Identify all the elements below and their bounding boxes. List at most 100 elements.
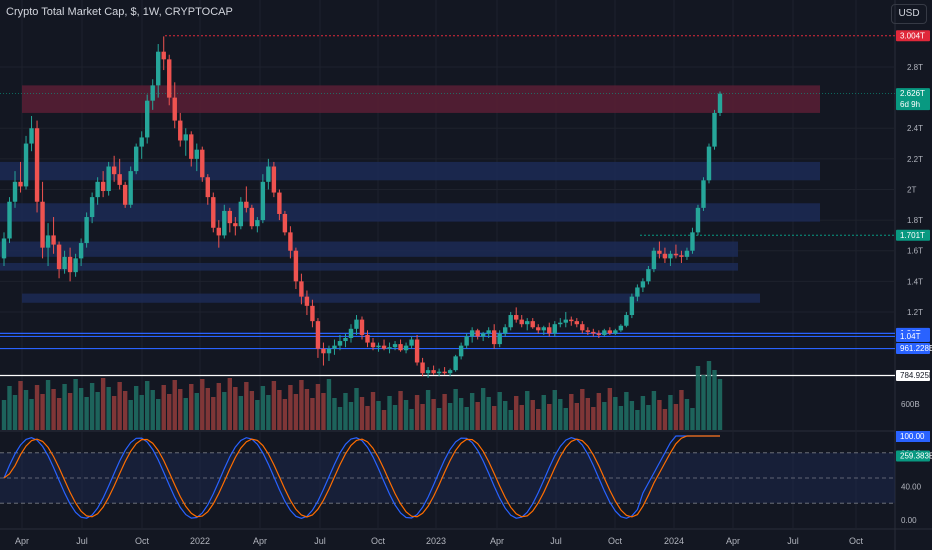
volume-bar: [106, 387, 111, 430]
candle-body: [139, 137, 144, 147]
candle-body: [122, 184, 128, 205]
volume-bar: [183, 398, 188, 430]
candle-body: [167, 59, 172, 98]
candle-body: [277, 192, 282, 214]
volume-bar: [629, 401, 635, 430]
candle-body: [530, 321, 535, 328]
candle-body: [255, 220, 260, 227]
candle-body: [398, 344, 403, 351]
volume-bar: [194, 393, 199, 430]
zone-blue: [0, 203, 820, 222]
price-axis: 2.8T 2.4T 2.2T 2T 1.8T 1.6T 1.4T 1.2T 600B 3.004T…: [896, 30, 932, 462]
volume-bar: [172, 380, 177, 430]
candle-body: [40, 201, 45, 248]
volume-bar: [156, 399, 161, 430]
volume-bar: [337, 407, 343, 430]
volume-bar: [458, 398, 464, 430]
volume-bar: [712, 370, 717, 430]
currency-button[interactable]: USD: [891, 4, 927, 24]
candle-body: [18, 181, 23, 187]
candlesticks: [1, 36, 723, 378]
candle-body: [469, 330, 475, 337]
volume-bar: [326, 379, 332, 430]
volume-bar: [128, 400, 133, 430]
candle-body: [607, 330, 613, 334]
volume-bar: [211, 397, 216, 430]
volume-bar: [117, 382, 122, 430]
candle-body: [475, 330, 480, 337]
candle-body: [640, 281, 646, 288]
volume-bar: [420, 404, 425, 430]
volume-bar: [624, 392, 629, 430]
volume-bar: [343, 393, 348, 430]
volume-bar: [67, 393, 73, 430]
price-tag-label: 259.383B: [900, 452, 932, 461]
candle-body: [365, 334, 370, 343]
volume-bar: [288, 385, 293, 430]
candle-body: [156, 51, 161, 86]
volume-bar: [29, 399, 34, 430]
candle-body: [238, 201, 244, 227]
volume-bar: [255, 400, 260, 430]
volume-bar: [348, 402, 354, 430]
volume-bar: [299, 380, 304, 430]
candle-body: [591, 331, 596, 334]
candle-body: [288, 232, 293, 251]
candle-body: [189, 134, 194, 159]
volume-bar: [618, 406, 624, 430]
candle-body: [508, 315, 513, 328]
candle-body: [690, 232, 695, 251]
volume-bar: [23, 390, 29, 430]
candle-body: [491, 330, 497, 345]
price-tag-bg: [896, 229, 930, 241]
volume-bar: [359, 397, 365, 430]
osc-tick-label: 40.00: [901, 482, 922, 491]
candle-body: [51, 235, 56, 245]
candle-body: [414, 339, 420, 363]
volume-bar: [73, 379, 78, 430]
candle-body: [717, 93, 723, 113]
candle-body: [673, 253, 679, 256]
volume-bar: [315, 384, 321, 430]
candle-body: [503, 327, 508, 334]
candle-body: [95, 181, 100, 198]
candle-body: [464, 336, 469, 346]
volume-bar: [238, 396, 244, 430]
volume-bar: [51, 389, 56, 430]
candle-body: [282, 213, 288, 233]
volume-bar: [591, 407, 596, 430]
candle-body: [161, 51, 166, 60]
volume-bar: [381, 410, 387, 430]
x-tick-label: Apr: [726, 536, 740, 546]
candle-body: [514, 315, 519, 320]
volume-bar: [574, 403, 579, 430]
candle-body: [200, 149, 205, 178]
volume-bar: [167, 394, 172, 430]
candle-body: [111, 166, 117, 175]
volume-bar: [414, 395, 420, 430]
volume-bar: [95, 392, 100, 430]
y-tick-label: 2.8T: [907, 63, 923, 72]
x-tick-label: Apr: [253, 536, 267, 546]
volume-bar: [447, 403, 453, 430]
volume-bar: [365, 406, 370, 430]
volume-bar: [34, 385, 40, 430]
volume-bar: [662, 409, 668, 430]
candle-body: [613, 330, 618, 334]
candle-body: [67, 256, 73, 273]
candle-body: [106, 166, 111, 192]
volume-bar: [18, 381, 23, 430]
volume-bar: [646, 405, 651, 430]
volume-bar: [205, 388, 210, 430]
volume-bar: [580, 389, 585, 430]
candle-body: [326, 348, 332, 354]
candle-body: [249, 207, 255, 227]
candle-body: [337, 341, 343, 346]
candle-body: [519, 319, 524, 325]
zone-blue: [0, 241, 738, 257]
candle-body: [525, 321, 530, 325]
candle-body: [354, 319, 359, 329]
price-tag: 2.626T 6d 9h: [896, 88, 930, 111]
candle-body: [596, 333, 602, 335]
